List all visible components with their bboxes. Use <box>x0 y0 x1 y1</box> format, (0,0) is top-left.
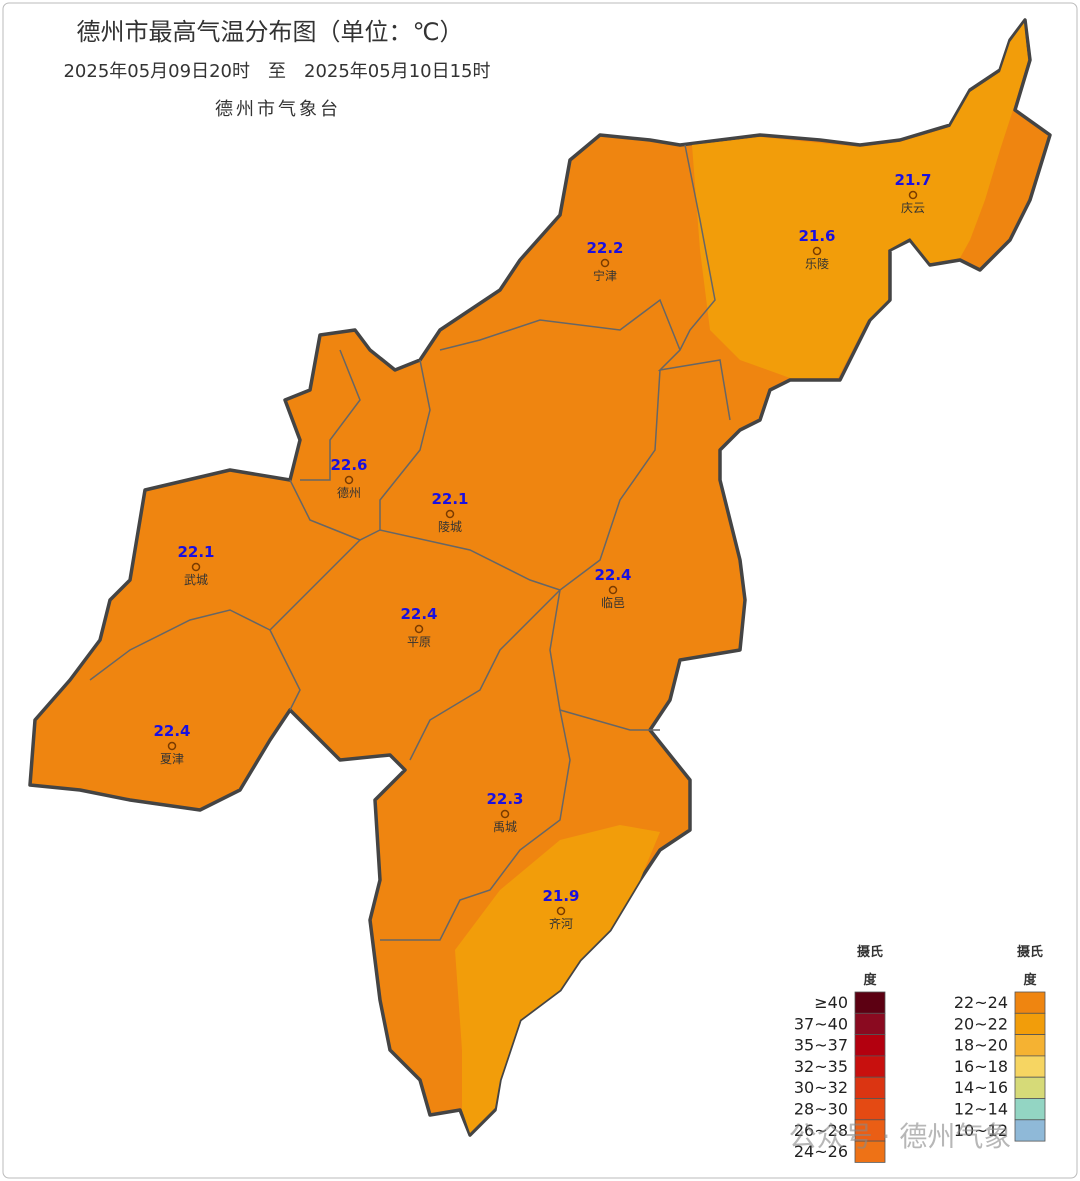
station-name: 乐陵 <box>805 257 829 271</box>
legend-swatch <box>854 1034 886 1057</box>
county-borders <box>89 144 731 941</box>
station-value: 21.9 <box>542 887 579 905</box>
station-value: 22.4 <box>400 605 437 623</box>
station-name: 武城 <box>184 573 208 587</box>
legend-swatch <box>854 991 886 1014</box>
legend-swatch <box>1014 1076 1046 1099</box>
legend-swatch <box>854 1140 886 1163</box>
station-dot <box>608 585 618 595</box>
legend-swatch <box>854 1098 886 1121</box>
legend-label: 26~28 <box>794 1121 848 1140</box>
station-dot <box>500 809 510 819</box>
legend-label: 16~18 <box>954 1057 1008 1076</box>
legend-unit: 度 <box>863 972 877 988</box>
station-value: 21.7 <box>894 171 931 189</box>
legend-label: 14~16 <box>954 1078 1008 1097</box>
warm-zone <box>455 825 660 1133</box>
station-dot <box>167 741 177 751</box>
legend-swatch <box>854 1076 886 1099</box>
stations: 21.7 庆云 22.2 宁津 21.6 乐陵 22.6 德州 22.1 陵城 22.1 武城 22.4… <box>153 171 931 931</box>
legend-unit: 度 <box>1023 972 1037 988</box>
station-value: 22.3 <box>486 790 523 808</box>
station-dot <box>344 475 354 485</box>
legend-label: 32~35 <box>794 1057 848 1076</box>
station-name: 平原 <box>407 635 431 649</box>
legend-swatch <box>854 1012 886 1035</box>
station-dot <box>908 190 918 200</box>
legend-label: 10~12 <box>954 1121 1008 1140</box>
station-dot <box>414 624 424 634</box>
legend-swatch <box>1014 1119 1046 1142</box>
warm-zone <box>692 23 1028 378</box>
station-name: 齐河 <box>549 916 573 931</box>
legend: 摄氏度 ≥40 37~40 35~37 32~35 30~32 28~30 26~28 24~2… <box>794 944 1046 1163</box>
watermark: 公众号 · 德州气象 <box>789 1120 1012 1153</box>
subtitle: 2025年05月09日20时 至 2025年05月10日15时 <box>63 61 490 82</box>
legend-label: 37~40 <box>794 1014 848 1033</box>
station-dot <box>556 906 566 916</box>
legend-label: 35~37 <box>794 1036 848 1055</box>
legend-swatch <box>1014 1098 1046 1121</box>
station-value: 22.1 <box>177 543 214 561</box>
issuer: 德州市气象台 <box>215 99 341 120</box>
station-name: 夏津 <box>160 752 184 766</box>
station-value: 22.2 <box>586 239 623 257</box>
station-value: 22.4 <box>594 566 631 584</box>
station-name: 禹城 <box>493 820 517 834</box>
station-name: 德州 <box>337 485 361 500</box>
legend-swatch <box>1014 1055 1046 1078</box>
title: 德州市最高气温分布图（单位：℃） <box>77 18 464 46</box>
station-name: 临邑 <box>601 596 625 610</box>
station-name: 宁津 <box>593 268 617 283</box>
station-value: 22.6 <box>330 456 367 474</box>
station-name: 庆云 <box>901 201 925 215</box>
legend-label: 28~30 <box>794 1100 848 1119</box>
legend-label: 24~26 <box>794 1142 848 1161</box>
legend-label: 20~22 <box>954 1014 1008 1033</box>
station-value: 22.4 <box>153 722 190 740</box>
legend-label: 30~32 <box>794 1078 848 1097</box>
station-dot <box>191 562 201 572</box>
legend-unit: 摄氏 <box>857 944 883 960</box>
station-name: 陵城 <box>438 520 462 534</box>
legend-swatch <box>854 1055 886 1078</box>
station-dot <box>600 258 610 268</box>
legend-swatch <box>1014 991 1046 1014</box>
legend-label: 22~24 <box>954 993 1008 1012</box>
station-dot <box>445 509 455 519</box>
legend-label: 18~20 <box>954 1036 1008 1055</box>
legend-swatch <box>1014 1012 1046 1035</box>
station-dot <box>812 246 822 256</box>
map <box>28 18 1052 1137</box>
legend-swatch <box>1014 1034 1046 1057</box>
legend-unit: 摄氏 <box>1017 944 1043 960</box>
legend-label: ≥40 <box>814 993 848 1012</box>
legend-label: 12~14 <box>954 1100 1008 1119</box>
station-value: 22.1 <box>431 490 468 508</box>
station-value: 21.6 <box>798 227 835 245</box>
